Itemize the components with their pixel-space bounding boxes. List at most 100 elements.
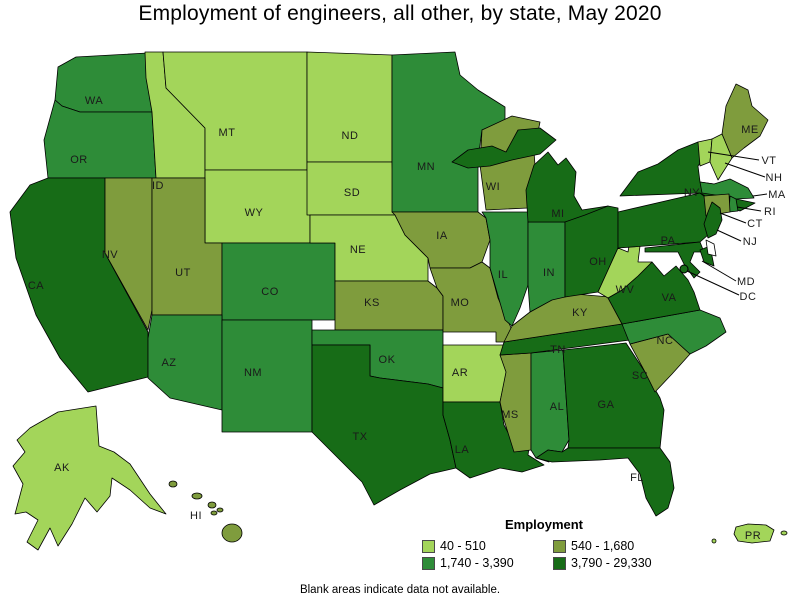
state-NV[interactable] [104, 177, 153, 331]
state-PR-island1[interactable] [711, 538, 717, 544]
state-label-CA: CA [28, 280, 44, 292]
state-KS[interactable] [334, 280, 444, 331]
state-label-AZ: AZ [161, 357, 176, 369]
state-label-UT: UT [175, 267, 191, 279]
state-label-ND: ND [342, 130, 359, 142]
state-DE[interactable] [705, 239, 717, 257]
state-label-MT: MT [219, 127, 236, 139]
legend-label-0: 40 - 510 [440, 539, 486, 553]
state-NC[interactable] [621, 309, 727, 355]
page-title: Employment of engineers, all other, by s… [138, 2, 662, 25]
state-PR[interactable] [733, 523, 775, 544]
state-label-IL: IL [498, 269, 508, 281]
leader-line-CT [719, 212, 747, 224]
state-HI-island3[interactable] [207, 501, 217, 509]
state-MI-part2[interactable] [451, 127, 557, 169]
state-label-OH: OH [589, 256, 607, 268]
state-label-NE: NE [350, 244, 366, 256]
state-label-SC: SC [632, 370, 648, 382]
leader-line-NJ [716, 229, 742, 242]
state-label-MO: MO [451, 297, 470, 309]
state-FL[interactable] [535, 447, 675, 517]
state-label-NY: NY [684, 187, 700, 199]
legend-item-2: 1,740 - 3,390 [422, 556, 553, 570]
state-label-HI: HI [190, 510, 202, 522]
leader-line-VT [707, 151, 760, 161]
state-label-WY: WY [245, 207, 264, 219]
state-label-IN: IN [543, 267, 555, 279]
state-label-WV: WV [616, 284, 635, 296]
leader-line-MA [752, 193, 768, 197]
state-DC-marker[interactable] [679, 264, 689, 274]
state-label-NV: NV [102, 249, 118, 261]
leader-line-NH [724, 162, 766, 178]
state-HI-island4[interactable] [216, 507, 224, 513]
legend: Employment 40 - 510 540 - 1,680 1,740 - 3,… [408, 517, 680, 570]
legend-swatch-1 [553, 539, 566, 553]
state-AK[interactable] [12, 405, 167, 551]
state-HI-island5[interactable] [210, 510, 218, 516]
legend-swatch-0 [422, 539, 435, 553]
leader-line-DC [686, 270, 740, 296]
state-label-DC: DC [740, 291, 757, 303]
state-label-MA: MA [768, 189, 786, 201]
state-NJ[interactable] [703, 201, 723, 239]
state-ND[interactable] [306, 51, 393, 163]
leader-line-MD [701, 260, 737, 282]
state-label-AR: AR [452, 367, 468, 379]
state-CO[interactable] [221, 242, 336, 321]
state-label-NJ: NJ [743, 236, 757, 248]
state-label-GA: GA [598, 399, 615, 411]
state-label-KS: KS [364, 297, 380, 309]
legend-item-1: 540 - 1,680 [553, 539, 680, 553]
legend-item-0: 40 - 510 [422, 539, 553, 553]
state-label-IA: IA [436, 230, 448, 242]
state-label-ME: ME [741, 124, 759, 136]
state-WA[interactable] [54, 52, 153, 113]
state-label-MS: MS [501, 409, 519, 421]
leader-line-RI [736, 206, 762, 212]
state-NM[interactable] [221, 319, 313, 433]
state-HI-island6[interactable] [221, 523, 243, 543]
legend-title: Employment [504, 517, 583, 532]
legend-label-1: 540 - 1,680 [571, 539, 635, 553]
state-label-AL: AL [550, 401, 564, 413]
legend-item-3: 3,790 - 29,330 [553, 556, 680, 570]
state-label-ID: ID [152, 180, 164, 192]
state-label-WI: WI [486, 181, 500, 193]
state-ME[interactable] [721, 83, 769, 159]
state-label-OR: OR [70, 154, 88, 166]
state-label-NC: NC [657, 335, 674, 347]
state-label-KY: KY [572, 307, 588, 319]
state-label-VT: VT [761, 155, 776, 167]
state-label-OK: OK [379, 354, 396, 366]
state-label-FL: FL [630, 472, 644, 484]
state-label-RI: RI [764, 206, 776, 218]
state-NH[interactable] [709, 133, 733, 181]
state-PR-island2[interactable] [780, 530, 788, 536]
state-label-MD: MD [737, 276, 755, 288]
state-AZ[interactable] [147, 314, 223, 411]
state-label-NM: NM [244, 367, 262, 379]
legend-items: 40 - 510 540 - 1,680 1,740 - 3,390 3,790 - … [408, 539, 680, 570]
state-label-TX: TX [352, 431, 367, 443]
state-HI-island1[interactable] [168, 480, 178, 488]
legend-swatch-3 [553, 556, 566, 570]
legend-label-2: 1,740 - 3,390 [440, 556, 514, 570]
legend-label-3: 3,790 - 29,330 [571, 556, 652, 570]
state-label-MN: MN [417, 161, 435, 173]
state-WV[interactable] [597, 239, 653, 299]
state-MA[interactable] [699, 178, 755, 200]
state-label-VA: VA [662, 292, 677, 304]
legend-swatch-2 [422, 556, 435, 570]
state-HI-island2[interactable] [191, 492, 203, 500]
state-label-CO: CO [261, 286, 279, 298]
state-label-NH: NH [766, 172, 783, 184]
state-LA[interactable] [442, 401, 545, 479]
state-OR[interactable] [43, 99, 157, 179]
state-label-TN: TN [550, 344, 566, 356]
state-GA[interactable] [562, 342, 665, 449]
footnote: Blank areas indicate data not available. [299, 584, 501, 596]
state-label-LA: LA [455, 444, 470, 456]
